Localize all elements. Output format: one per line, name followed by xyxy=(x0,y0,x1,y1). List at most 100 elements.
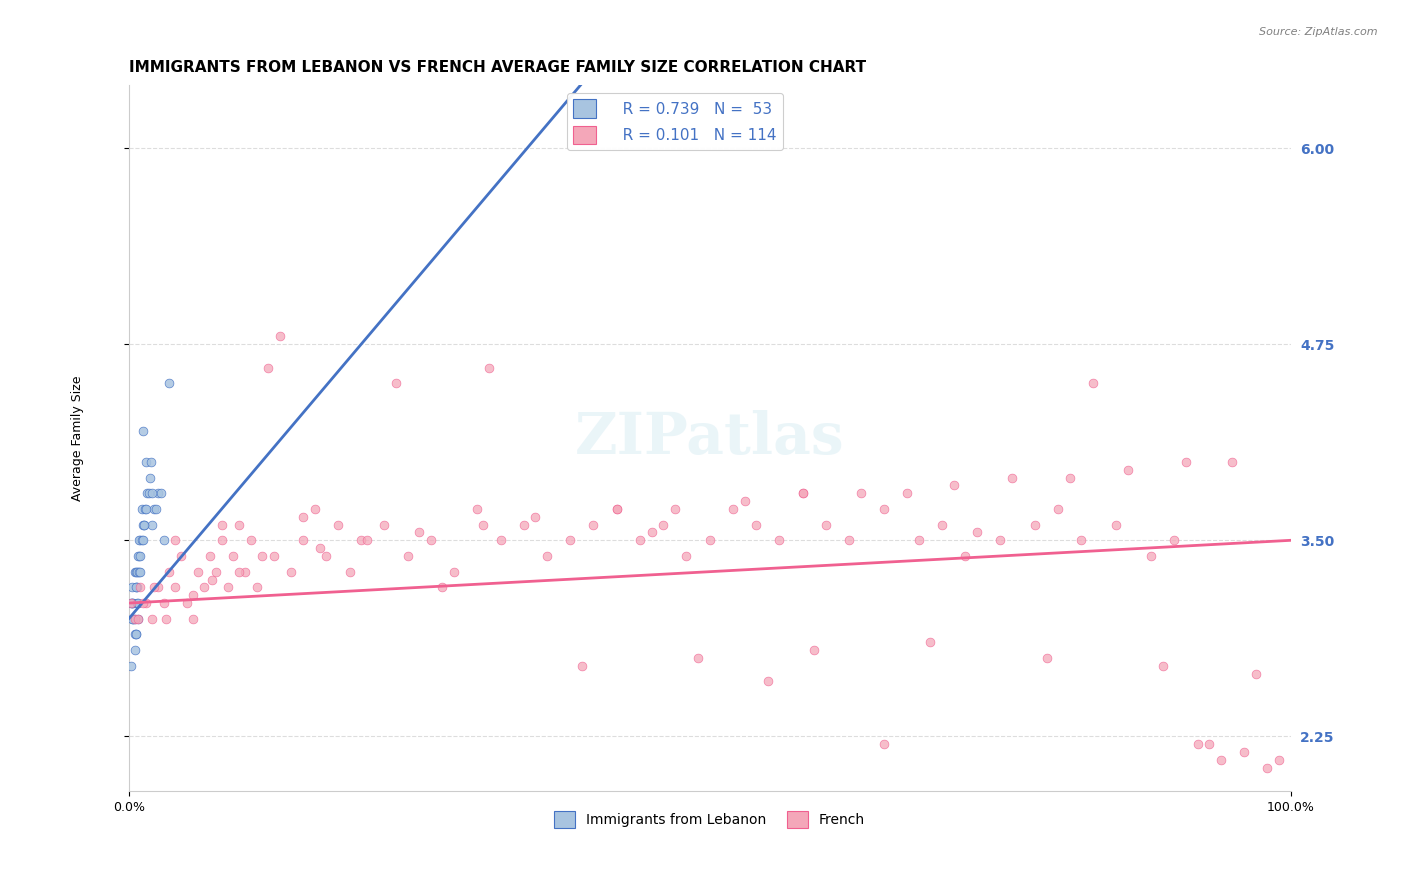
Point xyxy=(132,517,155,532)
Point xyxy=(873,502,896,516)
Point xyxy=(121,580,143,594)
Point xyxy=(292,533,315,548)
Point xyxy=(1222,455,1244,469)
Point xyxy=(1256,761,1278,775)
Point xyxy=(1140,549,1163,563)
Point xyxy=(141,612,163,626)
Point xyxy=(143,580,166,594)
Point xyxy=(132,517,155,532)
Point xyxy=(152,533,174,548)
Point xyxy=(339,565,361,579)
Point xyxy=(211,533,233,548)
Point xyxy=(125,580,148,594)
Point xyxy=(228,517,250,532)
Point xyxy=(419,533,441,548)
Point xyxy=(139,455,162,469)
Text: ZIPatlas: ZIPatlas xyxy=(575,410,845,467)
Point xyxy=(122,612,145,626)
Point xyxy=(176,596,198,610)
Point xyxy=(356,533,378,548)
Point xyxy=(146,580,169,594)
Point xyxy=(1070,533,1092,548)
Point xyxy=(132,533,155,548)
Point xyxy=(201,573,224,587)
Point xyxy=(165,533,187,548)
Point xyxy=(131,502,153,516)
Point xyxy=(536,549,558,563)
Point xyxy=(131,533,153,548)
Point xyxy=(120,596,142,610)
Point xyxy=(988,533,1011,548)
Point xyxy=(145,502,167,516)
Point xyxy=(478,360,501,375)
Point xyxy=(138,486,160,500)
Point xyxy=(304,502,326,516)
Point xyxy=(942,478,965,492)
Point xyxy=(326,517,349,532)
Point xyxy=(628,533,651,548)
Point xyxy=(132,424,155,438)
Point xyxy=(143,502,166,516)
Point xyxy=(129,549,152,563)
Point xyxy=(132,596,155,610)
Point xyxy=(124,565,146,579)
Point xyxy=(269,329,291,343)
Point xyxy=(233,565,256,579)
Point xyxy=(652,517,675,532)
Point xyxy=(907,533,929,548)
Point xyxy=(138,470,160,484)
Point xyxy=(1152,658,1174,673)
Point xyxy=(257,360,280,375)
Point xyxy=(1081,376,1104,391)
Point xyxy=(560,533,582,548)
Point xyxy=(125,565,148,579)
Point xyxy=(664,502,686,516)
Point xyxy=(1187,737,1209,751)
Text: IMMIGRANTS FROM LEBANON VS FRENCH AVERAGE FAMILY SIZE CORRELATION CHART: IMMIGRANTS FROM LEBANON VS FRENCH AVERAG… xyxy=(129,60,866,75)
Point xyxy=(222,549,245,563)
Point xyxy=(134,502,156,516)
Point xyxy=(245,580,267,594)
Point xyxy=(768,533,790,548)
Point xyxy=(125,580,148,594)
Point xyxy=(838,533,860,548)
Point xyxy=(1105,517,1128,532)
Point xyxy=(125,627,148,641)
Point xyxy=(155,612,177,626)
Point xyxy=(792,486,814,500)
Point xyxy=(124,643,146,657)
Point xyxy=(571,658,593,673)
Point xyxy=(443,565,465,579)
Point xyxy=(128,565,150,579)
Point xyxy=(432,580,454,594)
Point xyxy=(121,596,143,610)
Point xyxy=(193,580,215,594)
Point xyxy=(150,486,173,500)
Point xyxy=(396,549,419,563)
Point xyxy=(606,502,628,516)
Point xyxy=(124,612,146,626)
Point xyxy=(152,596,174,610)
Point xyxy=(127,549,149,563)
Point xyxy=(159,565,181,579)
Point xyxy=(129,580,152,594)
Point xyxy=(129,565,152,579)
Point xyxy=(873,737,896,751)
Point xyxy=(135,502,157,516)
Point xyxy=(125,596,148,610)
Point xyxy=(745,517,768,532)
Point xyxy=(252,549,274,563)
Point xyxy=(1244,666,1267,681)
Point xyxy=(121,612,143,626)
Point xyxy=(127,612,149,626)
Point xyxy=(385,376,408,391)
Point xyxy=(1001,470,1024,484)
Point xyxy=(803,643,825,657)
Point xyxy=(135,596,157,610)
Point xyxy=(205,565,228,579)
Legend: Immigrants from Lebanon, French: Immigrants from Lebanon, French xyxy=(548,805,870,834)
Point xyxy=(472,517,495,532)
Point xyxy=(955,549,977,563)
Point xyxy=(1163,533,1185,548)
Point xyxy=(309,541,332,556)
